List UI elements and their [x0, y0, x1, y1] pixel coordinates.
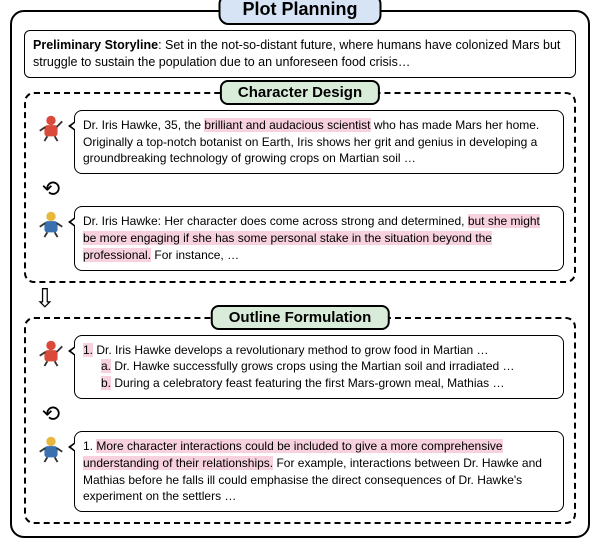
title-tab: Plot Planning: [219, 0, 382, 25]
plot-planning-frame: Plot Planning Preliminary Storyline: Set…: [10, 10, 590, 538]
speech-bubble: Dr. Iris Hawke: Her character does come …: [74, 206, 564, 270]
outline-text-b: During a celebratory feast featuring the…: [111, 376, 505, 390]
bubble-row: Dr. Iris Hawke: Her character does come …: [36, 206, 564, 270]
outline-num-b: b.: [101, 376, 111, 390]
speech-bubble: 1. More character interactions could be …: [74, 431, 564, 512]
bubble-row: Dr. Iris Hawke, 35, the brilliant and au…: [36, 110, 564, 174]
outline-text-1: Dr. Iris Hawke develops a revolutionary …: [93, 343, 489, 357]
bubble-row: 1. More character interactions could be …: [36, 431, 564, 512]
outline-text-a: Dr. Hawke successfully grows crops using…: [111, 359, 515, 373]
bubble-text-pre: Dr. Iris Hawke: Her character does come …: [83, 214, 468, 228]
highlight-text: brilliant and audacious scientist: [204, 118, 370, 132]
character-design-tab: Character Design: [220, 80, 380, 105]
bubble-text-pre: Dr. Iris Hawke, 35, the: [83, 118, 204, 132]
speech-bubble: 1. Dr. Iris Hawke develops a revolutiona…: [74, 335, 564, 399]
outline-feedback-num: 1.: [83, 439, 96, 453]
outline-formulation-section: Outline Formulation 1. Dr. Iris Hawke de…: [24, 317, 576, 525]
outline-num-1: 1.: [83, 343, 93, 357]
person-red-icon: [36, 337, 66, 367]
person-red-icon: [36, 112, 66, 142]
speech-bubble: Dr. Iris Hawke, 35, the brilliant and au…: [74, 110, 564, 174]
outline-num-a: a.: [101, 359, 111, 373]
preliminary-storyline-box: Preliminary Storyline: Set in the not-so…: [24, 30, 576, 78]
person-blue-icon: [36, 208, 66, 238]
character-design-section: Character Design Dr. Iris Hawke, 35, the…: [24, 92, 576, 283]
bubble-text-post: For instance, …: [151, 248, 239, 262]
cycle-icon: ⟲: [36, 403, 66, 425]
storyline-label: Preliminary Storyline: [33, 38, 158, 52]
bubble-row: 1. Dr. Iris Hawke develops a revolutiona…: [36, 335, 564, 399]
outline-formulation-tab: Outline Formulation: [211, 305, 390, 330]
person-blue-icon: [36, 433, 66, 463]
cycle-icon: ⟲: [36, 178, 66, 200]
